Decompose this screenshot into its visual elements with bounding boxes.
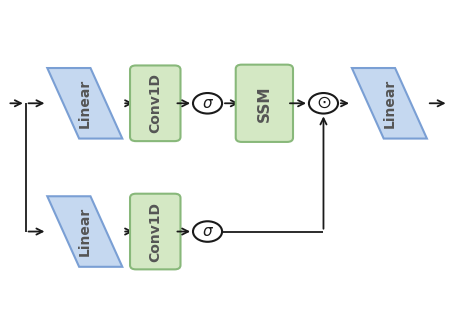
Polygon shape bbox=[47, 196, 122, 267]
FancyBboxPatch shape bbox=[235, 65, 293, 142]
Text: $\sigma$: $\sigma$ bbox=[201, 224, 213, 239]
Circle shape bbox=[192, 221, 222, 242]
Text: $\sigma$: $\sigma$ bbox=[201, 96, 213, 111]
Circle shape bbox=[308, 93, 337, 114]
Text: Linear: Linear bbox=[78, 79, 91, 128]
Circle shape bbox=[192, 93, 222, 114]
Text: $\odot$: $\odot$ bbox=[315, 94, 330, 112]
Text: Linear: Linear bbox=[382, 79, 395, 128]
Text: Conv1D: Conv1D bbox=[148, 73, 162, 133]
Text: SSM: SSM bbox=[256, 85, 271, 121]
Text: Conv1D: Conv1D bbox=[148, 202, 162, 261]
Text: Linear: Linear bbox=[78, 207, 91, 256]
FancyBboxPatch shape bbox=[130, 65, 180, 141]
FancyBboxPatch shape bbox=[130, 194, 180, 270]
Polygon shape bbox=[351, 68, 426, 138]
Polygon shape bbox=[47, 68, 122, 138]
